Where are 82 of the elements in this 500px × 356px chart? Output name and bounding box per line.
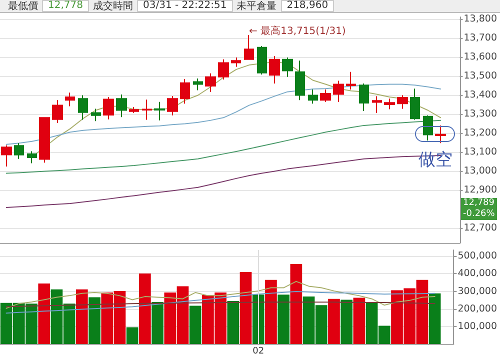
y-tick-label: 13,800 bbox=[464, 13, 498, 24]
candlestick bbox=[257, 46, 267, 76]
candlestick bbox=[423, 114, 433, 141]
x-tick-label: 02 bbox=[252, 346, 264, 356]
candlestick bbox=[52, 100, 63, 124]
candlestick bbox=[39, 116, 50, 164]
bar bbox=[353, 298, 366, 344]
text: 成交時間 bbox=[93, 0, 133, 13]
y-tick-label: 13,300 bbox=[464, 108, 498, 120]
y-tick-label: 12,700 bbox=[464, 222, 498, 234]
bar bbox=[240, 272, 252, 344]
y-tick-label: 300,000 bbox=[458, 286, 498, 297]
candlestick bbox=[103, 96, 114, 120]
candlestick bbox=[218, 58, 229, 80]
candlestick bbox=[14, 142, 24, 160]
candlestick bbox=[320, 89, 331, 102]
candlestick bbox=[231, 56, 241, 68]
candlestick bbox=[205, 72, 216, 92]
candlestick bbox=[180, 78, 190, 104]
bar bbox=[290, 264, 302, 344]
candlestick bbox=[269, 56, 280, 84]
bar bbox=[227, 300, 240, 344]
candlestick bbox=[167, 96, 178, 116]
candlestick bbox=[359, 82, 369, 112]
candlestick bbox=[116, 94, 127, 118]
candlestick bbox=[91, 108, 101, 122]
bar bbox=[126, 327, 138, 344]
y-tick-label: 500,000 bbox=[458, 250, 498, 262]
annotation: 做空 bbox=[418, 150, 453, 170]
candlestick bbox=[65, 92, 75, 107]
bar bbox=[38, 284, 50, 344]
candlestick bbox=[1, 144, 12, 167]
text: 12,778 bbox=[42, 0, 89, 12]
y-tick-label: 13,700 bbox=[464, 32, 498, 44]
text: 最低價 bbox=[8, 0, 38, 13]
text: 03/31 - 22:22:51 bbox=[137, 0, 233, 12]
candlestick bbox=[129, 106, 139, 114]
line-series bbox=[6, 290, 436, 314]
candlestick bbox=[27, 150, 37, 164]
line-series bbox=[6, 84, 442, 145]
y-tick-label: 13,600 bbox=[464, 51, 498, 62]
line-series bbox=[6, 280, 436, 309]
text: -0.26% bbox=[463, 209, 495, 220]
candlestick bbox=[142, 99, 152, 120]
candlestick bbox=[193, 78, 203, 91]
text: 未平倉量 bbox=[236, 0, 277, 13]
candlestick bbox=[333, 80, 344, 102]
text: 218,960 bbox=[280, 0, 334, 12]
candlestick bbox=[295, 60, 305, 101]
bar bbox=[278, 294, 290, 344]
annotation: ← 最高13,715(1/31) bbox=[249, 24, 346, 38]
y-tick-label: 13,200 bbox=[464, 127, 498, 138]
y-tick-label: 13,100 bbox=[464, 146, 498, 158]
candlestick bbox=[410, 88, 420, 120]
bar bbox=[428, 293, 441, 344]
bar bbox=[189, 306, 202, 344]
y-tick-label: 13,400 bbox=[464, 89, 498, 100]
bar bbox=[328, 298, 340, 344]
y-tick-label: 13,500 bbox=[464, 70, 498, 82]
candlestick bbox=[154, 101, 165, 121]
bar bbox=[76, 289, 88, 344]
candlestick bbox=[372, 96, 382, 114]
y-tick-label: 13,000 bbox=[464, 165, 498, 176]
y-tick-label: 400,000 bbox=[458, 268, 498, 280]
candlestick bbox=[78, 94, 88, 120]
bar bbox=[88, 297, 100, 344]
candlestick bbox=[397, 94, 408, 110]
y-tick-label: 200,000 bbox=[458, 303, 498, 314]
bar bbox=[252, 294, 264, 344]
y-tick-label: 100,000 bbox=[458, 320, 498, 332]
bar bbox=[265, 280, 277, 344]
y-tick-label: 12,900 bbox=[464, 184, 498, 196]
bar bbox=[152, 302, 164, 344]
candlestick bbox=[282, 56, 293, 78]
text: 12,789 bbox=[463, 198, 495, 209]
bar bbox=[139, 274, 151, 344]
bar bbox=[340, 300, 353, 344]
candlestick bbox=[384, 98, 395, 110]
candlestick bbox=[308, 89, 318, 104]
candlestick bbox=[244, 34, 254, 60]
candlestick bbox=[435, 124, 446, 144]
candlestick bbox=[346, 71, 356, 90]
